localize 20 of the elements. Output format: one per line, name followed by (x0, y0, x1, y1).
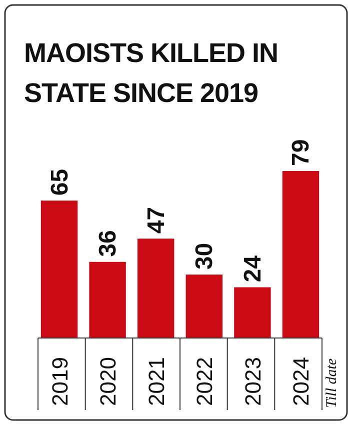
bar (282, 171, 320, 338)
data-label: 47 (142, 206, 170, 234)
data-label: 24 (239, 254, 266, 282)
x-tick-label: 2023 (240, 357, 266, 406)
data-label: 79 (288, 139, 315, 166)
x-tick-label: 2021 (144, 357, 169, 406)
x-tick-label: 2024 (288, 357, 314, 406)
x-tick-label: 2019 (47, 357, 72, 406)
data-label: 36 (94, 230, 122, 257)
bar (186, 274, 223, 338)
x-tick-label: 2020 (96, 357, 121, 406)
data-label: 30 (191, 242, 218, 270)
bar (234, 287, 271, 338)
bar (40, 200, 78, 338)
x-tick-label: 2022 (192, 357, 218, 406)
chart-title: MAOISTS KILLED IN STATE SINCE 2019 (24, 38, 278, 108)
text: Till date (324, 358, 340, 408)
bar (89, 262, 126, 338)
data-label: 65 (46, 168, 74, 196)
bar (137, 238, 174, 338)
